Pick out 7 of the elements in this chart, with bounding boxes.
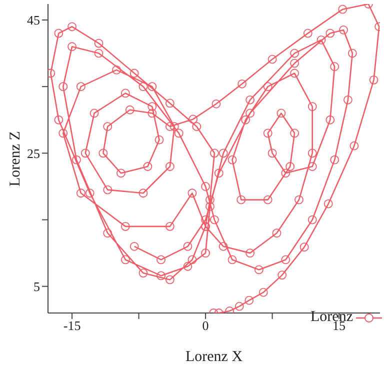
y-axis-title: Lorenz Z (7, 131, 24, 186)
x-tick-label: -15 (63, 318, 81, 334)
x-axis-title: Lorenz X (185, 349, 243, 365)
y-tick-label: 45 (27, 12, 40, 28)
y-tick-label: 5 (34, 278, 40, 294)
y-tick-label: 25 (27, 146, 40, 161)
x-tick-label: 0 (202, 318, 209, 334)
